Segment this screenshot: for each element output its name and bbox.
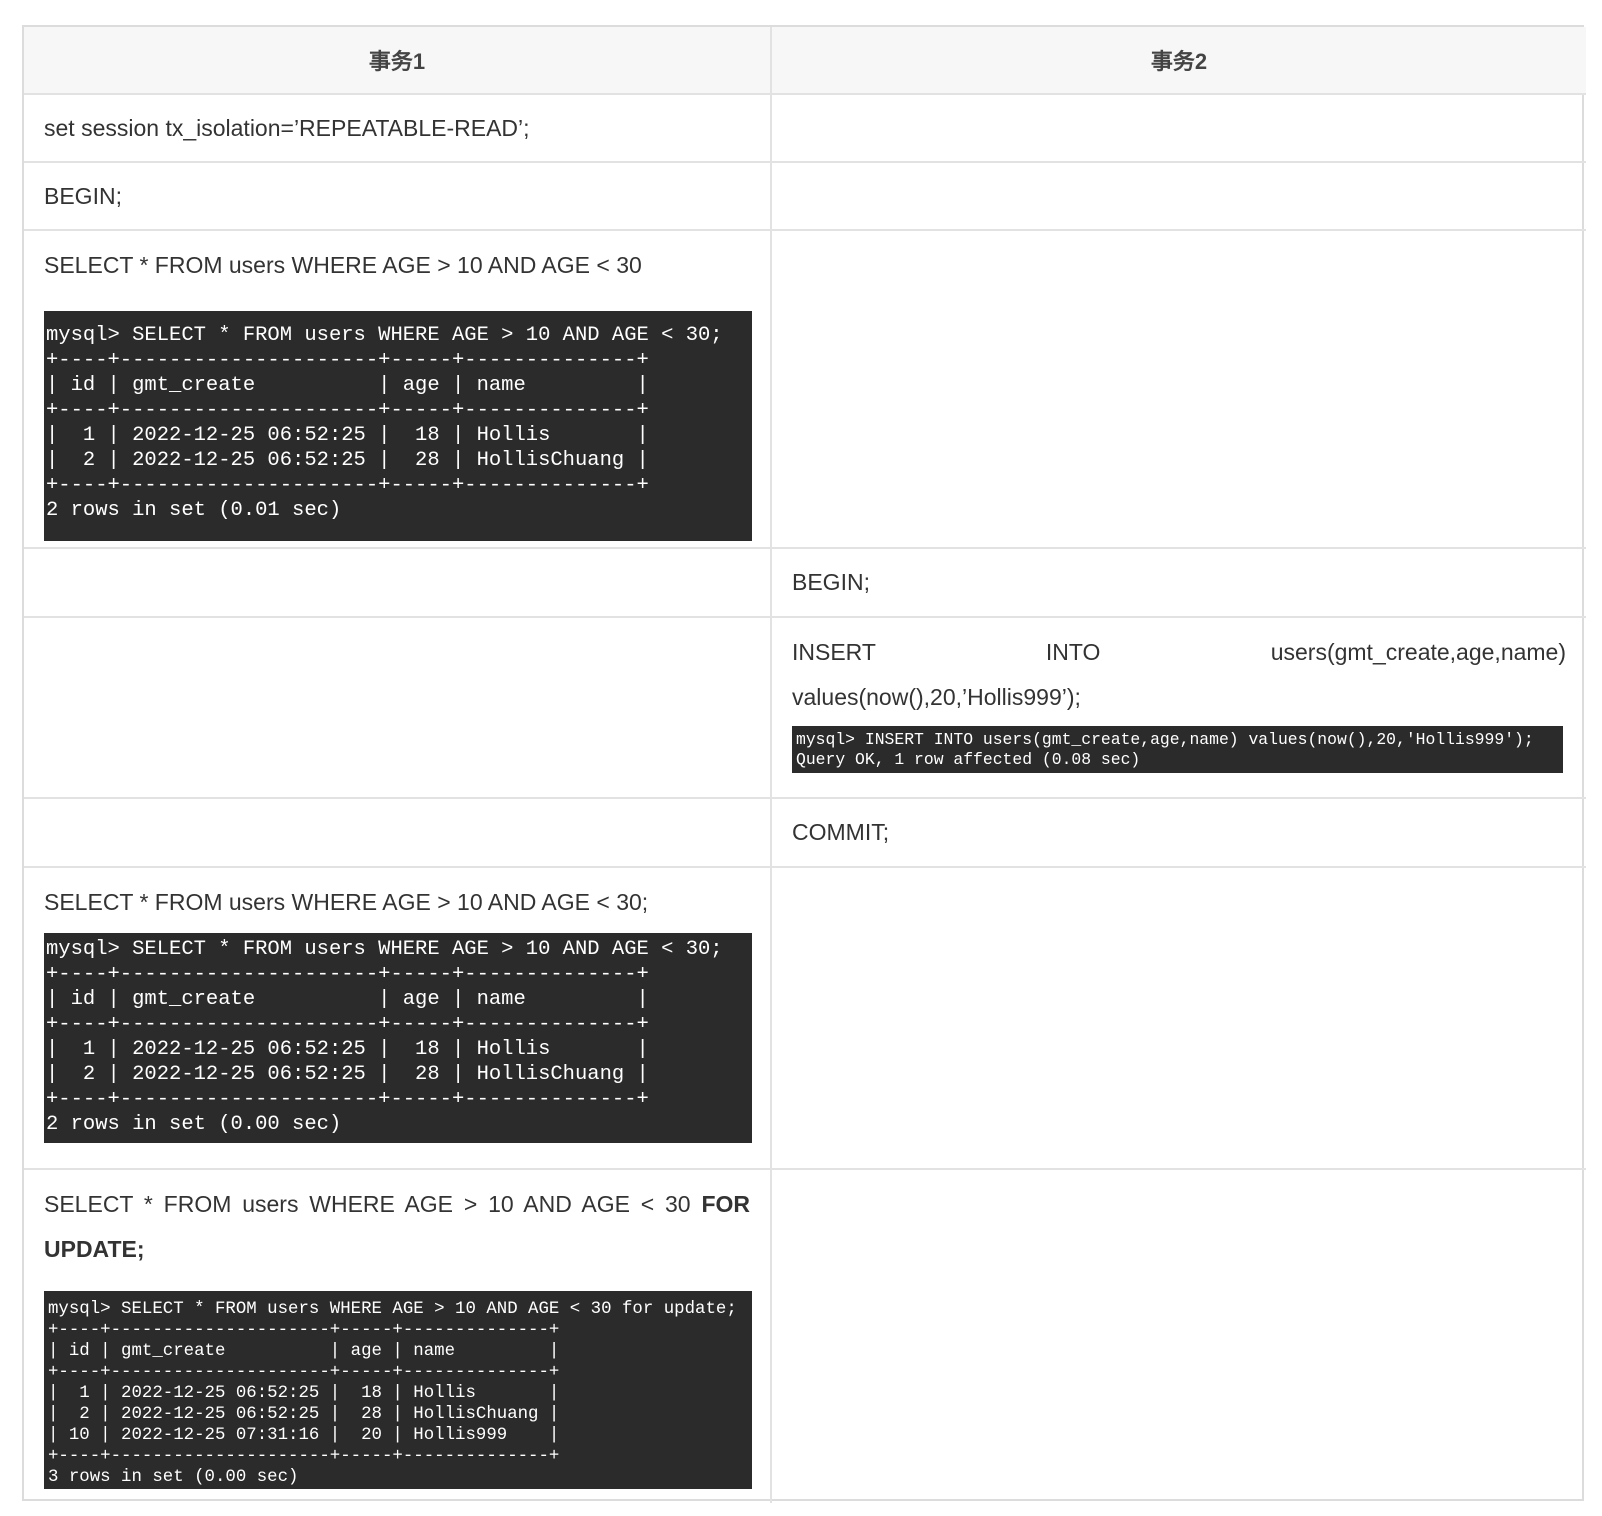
terminal-line: | id | gmt_create | age | name | <box>46 374 649 397</box>
cell-r4-t2: BEGIN; <box>772 549 1586 618</box>
terminal-line: +----+---------------------+-----+------… <box>46 1013 649 1036</box>
terminal-line: +----+---------------------+-----+------… <box>46 1088 649 1111</box>
cell-r6-t2: COMMIT; <box>772 799 1586 868</box>
sql-keyword: FOR <box>701 1191 750 1217</box>
sql-text-line-2: UPDATE; <box>44 1227 750 1272</box>
cell-r3-t1: SELECT * FROM users WHERE AGE > 10 AND A… <box>24 231 772 549</box>
sql-text-line-1: INSERT INTO users(gmt_create,age,name) <box>792 630 1566 675</box>
terminal-line: +----+---------------------+-----+------… <box>46 963 649 986</box>
cell-r8-t2 <box>772 1170 1586 1503</box>
cell-r4-t1 <box>24 549 772 618</box>
cell-r8-t1: SELECT * FROM users WHERE AGE > 10 AND A… <box>24 1170 772 1503</box>
word: INSERT <box>792 639 876 665</box>
sql-text: SELECT * FROM users WHERE AGE > 10 AND A… <box>44 889 649 915</box>
terminal-line: | id | gmt_create | age | name | <box>48 1342 560 1361</box>
header-transaction-2: 事务2 <box>772 27 1586 95</box>
terminal-line: +----+---------------------+-----+------… <box>46 474 649 497</box>
terminal-line: +----+---------------------+-----+------… <box>46 349 649 372</box>
terminal-output: mysql> SELECT * FROM users WHERE AGE > 1… <box>44 1291 752 1489</box>
sql-text: BEGIN; <box>44 182 122 209</box>
terminal-line: mysql> SELECT * FROM users WHERE AGE > 1… <box>46 938 723 961</box>
terminal-line: +----+---------------------+-----+------… <box>48 1447 560 1466</box>
sql-text: SELECT * FROM users WHERE AGE > 10 AND A… <box>44 252 642 278</box>
transaction-table: 事务1 事务2 set session tx_isolation=’REPEAT… <box>22 25 1586 1503</box>
terminal-line: +----+---------------------+-----+------… <box>48 1363 560 1382</box>
cell-r3-t2 <box>772 231 1586 549</box>
terminal-line: | 1 | 2022-12-25 06:52:25 | 18 | Hollis … <box>46 1038 649 1061</box>
terminal-line: +----+---------------------+-----+------… <box>46 399 649 422</box>
terminal-line: | 1 | 2022-12-25 06:52:25 | 18 | Hollis … <box>46 424 649 447</box>
cell-r2-t1: BEGIN; <box>24 163 772 231</box>
terminal-line: | 2 | 2022-12-25 06:52:25 | 28 | HollisC… <box>46 1063 649 1086</box>
cell-r7-t2 <box>772 868 1586 1170</box>
terminal-output: mysql> INSERT INTO users(gmt_create,age,… <box>792 726 1563 773</box>
terminal-output: mysql> SELECT * FROM users WHERE AGE > 1… <box>44 933 752 1143</box>
sql-text-line-1: SELECT * FROM users WHERE AGE > 10 AND A… <box>44 1182 750 1227</box>
terminal-line: | 2 | 2022-12-25 06:52:25 | 28 | HollisC… <box>46 449 649 472</box>
sql-text-line-2: values(now(),20,’Hollis999’); <box>792 684 1081 710</box>
sql-text: COMMIT; <box>792 819 890 845</box>
cell-r5-t1 <box>24 618 772 799</box>
sql-text: set session tx_isolation=’REPEATABLE-REA… <box>44 114 530 141</box>
terminal-line: mysql> INSERT INTO users(gmt_create,age,… <box>796 730 1534 749</box>
cell-r6-t1 <box>24 799 772 868</box>
cell-r2-t2 <box>772 163 1586 231</box>
header-transaction-1: 事务1 <box>24 27 772 95</box>
sql-keyword: UPDATE; <box>44 1236 145 1262</box>
sql-text: BEGIN; <box>792 569 870 595</box>
cell-r7-t1: SELECT * FROM users WHERE AGE > 10 AND A… <box>24 868 772 1170</box>
cell-r1-t2 <box>772 95 1586 163</box>
terminal-line: mysql> SELECT * FROM users WHERE AGE > 1… <box>46 324 723 347</box>
word: INTO <box>1045 639 1101 665</box>
cell-r5-t2: INSERT INTO users(gmt_create,age,name) v… <box>772 618 1586 799</box>
terminal-line: Query OK, 1 row affected (0.08 sec) <box>796 750 1141 769</box>
terminal-line: | 10 | 2022-12-25 07:31:16 | 20 | Hollis… <box>48 1426 560 1445</box>
terminal-line: 3 rows in set (0.00 sec) <box>48 1468 299 1487</box>
cell-r1-t1: set session tx_isolation=’REPEATABLE-REA… <box>24 95 772 163</box>
word: users(gmt_create,age,name) <box>1270 639 1567 665</box>
terminal-line: | id | gmt_create | age | name | <box>46 988 649 1011</box>
terminal-line: +----+---------------------+-----+------… <box>48 1321 560 1340</box>
terminal-line: | 1 | 2022-12-25 06:52:25 | 18 | Hollis … <box>48 1384 560 1403</box>
terminal-line: 2 rows in set (0.00 sec) <box>46 1113 342 1136</box>
terminal-line: mysql> SELECT * FROM users WHERE AGE > 1… <box>48 1300 737 1319</box>
terminal-line: 2 rows in set (0.01 sec) <box>46 499 342 522</box>
terminal-line: | 2 | 2022-12-25 06:52:25 | 28 | HollisC… <box>48 1405 560 1424</box>
terminal-output: mysql> SELECT * FROM users WHERE AGE > 1… <box>44 311 752 541</box>
sql-text: SELECT * FROM users WHERE AGE > 10 AND A… <box>44 1191 691 1217</box>
